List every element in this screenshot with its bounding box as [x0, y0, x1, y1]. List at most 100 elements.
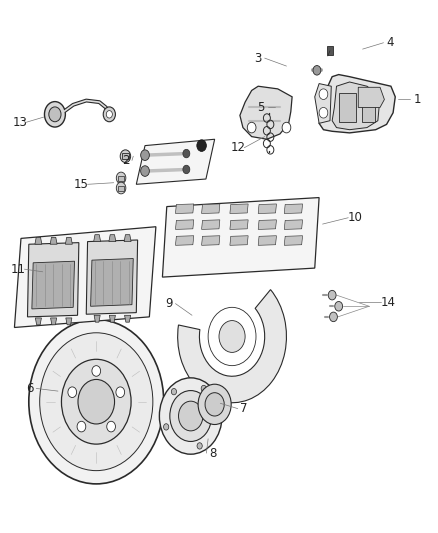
- Polygon shape: [162, 198, 319, 277]
- Polygon shape: [332, 82, 380, 130]
- Text: 2: 2: [122, 154, 129, 167]
- Circle shape: [183, 165, 190, 174]
- Bar: [117, 176, 124, 181]
- Polygon shape: [14, 227, 156, 327]
- Circle shape: [179, 401, 203, 431]
- Polygon shape: [176, 220, 194, 229]
- Circle shape: [107, 421, 116, 432]
- Polygon shape: [94, 316, 100, 322]
- Circle shape: [163, 424, 169, 430]
- Circle shape: [197, 443, 202, 449]
- Polygon shape: [201, 204, 220, 214]
- Text: 6: 6: [26, 382, 33, 395]
- Circle shape: [78, 379, 115, 424]
- Polygon shape: [176, 236, 194, 245]
- Polygon shape: [86, 240, 138, 314]
- Bar: [122, 153, 129, 159]
- Text: 4: 4: [386, 36, 394, 49]
- Text: 7: 7: [240, 402, 248, 415]
- Polygon shape: [50, 237, 57, 244]
- Polygon shape: [94, 235, 101, 241]
- Polygon shape: [284, 204, 303, 214]
- Circle shape: [197, 140, 206, 151]
- Circle shape: [214, 416, 219, 422]
- Circle shape: [247, 122, 256, 133]
- Polygon shape: [240, 86, 292, 139]
- Circle shape: [45, 102, 65, 127]
- Circle shape: [61, 359, 131, 444]
- Circle shape: [319, 89, 328, 100]
- Text: 13: 13: [12, 116, 27, 129]
- Circle shape: [141, 150, 149, 160]
- Circle shape: [159, 378, 222, 454]
- Text: 14: 14: [380, 295, 396, 309]
- Circle shape: [205, 393, 224, 416]
- Polygon shape: [35, 318, 42, 325]
- Polygon shape: [124, 235, 131, 241]
- Circle shape: [335, 302, 343, 311]
- Polygon shape: [358, 87, 385, 108]
- Wedge shape: [178, 289, 286, 403]
- Circle shape: [68, 387, 77, 398]
- Circle shape: [171, 389, 177, 395]
- Polygon shape: [230, 204, 248, 214]
- Polygon shape: [136, 139, 215, 184]
- Circle shape: [201, 385, 206, 392]
- Polygon shape: [230, 220, 248, 229]
- Circle shape: [328, 290, 336, 300]
- Circle shape: [103, 107, 116, 122]
- Circle shape: [329, 312, 337, 321]
- Circle shape: [282, 122, 291, 133]
- Text: 9: 9: [165, 297, 173, 310]
- Text: 1: 1: [413, 93, 421, 106]
- Circle shape: [170, 391, 212, 441]
- Polygon shape: [110, 316, 116, 322]
- Text: 10: 10: [347, 211, 362, 224]
- Bar: [327, 46, 333, 55]
- Circle shape: [141, 166, 149, 176]
- Polygon shape: [176, 204, 194, 214]
- Polygon shape: [66, 318, 72, 325]
- Circle shape: [198, 384, 231, 424]
- Polygon shape: [319, 75, 395, 133]
- Text: 11: 11: [11, 263, 25, 276]
- Polygon shape: [284, 236, 303, 245]
- Circle shape: [313, 66, 321, 75]
- Circle shape: [120, 150, 131, 163]
- Polygon shape: [284, 220, 303, 229]
- Polygon shape: [65, 237, 72, 244]
- Bar: [362, 93, 375, 122]
- Polygon shape: [201, 236, 220, 245]
- Circle shape: [319, 108, 328, 118]
- Polygon shape: [258, 204, 276, 214]
- Polygon shape: [258, 236, 276, 245]
- Text: 5: 5: [258, 101, 265, 114]
- Polygon shape: [230, 236, 248, 245]
- Bar: [339, 93, 356, 122]
- Bar: [117, 186, 124, 191]
- Polygon shape: [32, 261, 74, 309]
- Polygon shape: [201, 220, 220, 229]
- Text: 8: 8: [209, 447, 217, 459]
- Circle shape: [116, 172, 126, 184]
- Text: 12: 12: [230, 141, 245, 154]
- Circle shape: [219, 320, 245, 352]
- Text: 15: 15: [74, 178, 88, 191]
- Polygon shape: [109, 235, 116, 241]
- Polygon shape: [124, 316, 131, 322]
- Text: 3: 3: [254, 52, 262, 64]
- Circle shape: [40, 333, 153, 471]
- Polygon shape: [315, 84, 331, 123]
- Circle shape: [49, 107, 61, 122]
- Polygon shape: [28, 243, 79, 317]
- Polygon shape: [258, 220, 276, 229]
- Polygon shape: [50, 318, 57, 325]
- Circle shape: [29, 319, 164, 484]
- Circle shape: [183, 149, 190, 158]
- Polygon shape: [91, 259, 133, 306]
- Circle shape: [106, 111, 113, 118]
- Circle shape: [116, 387, 125, 398]
- Polygon shape: [35, 237, 42, 244]
- Circle shape: [92, 366, 101, 376]
- Circle shape: [77, 421, 86, 432]
